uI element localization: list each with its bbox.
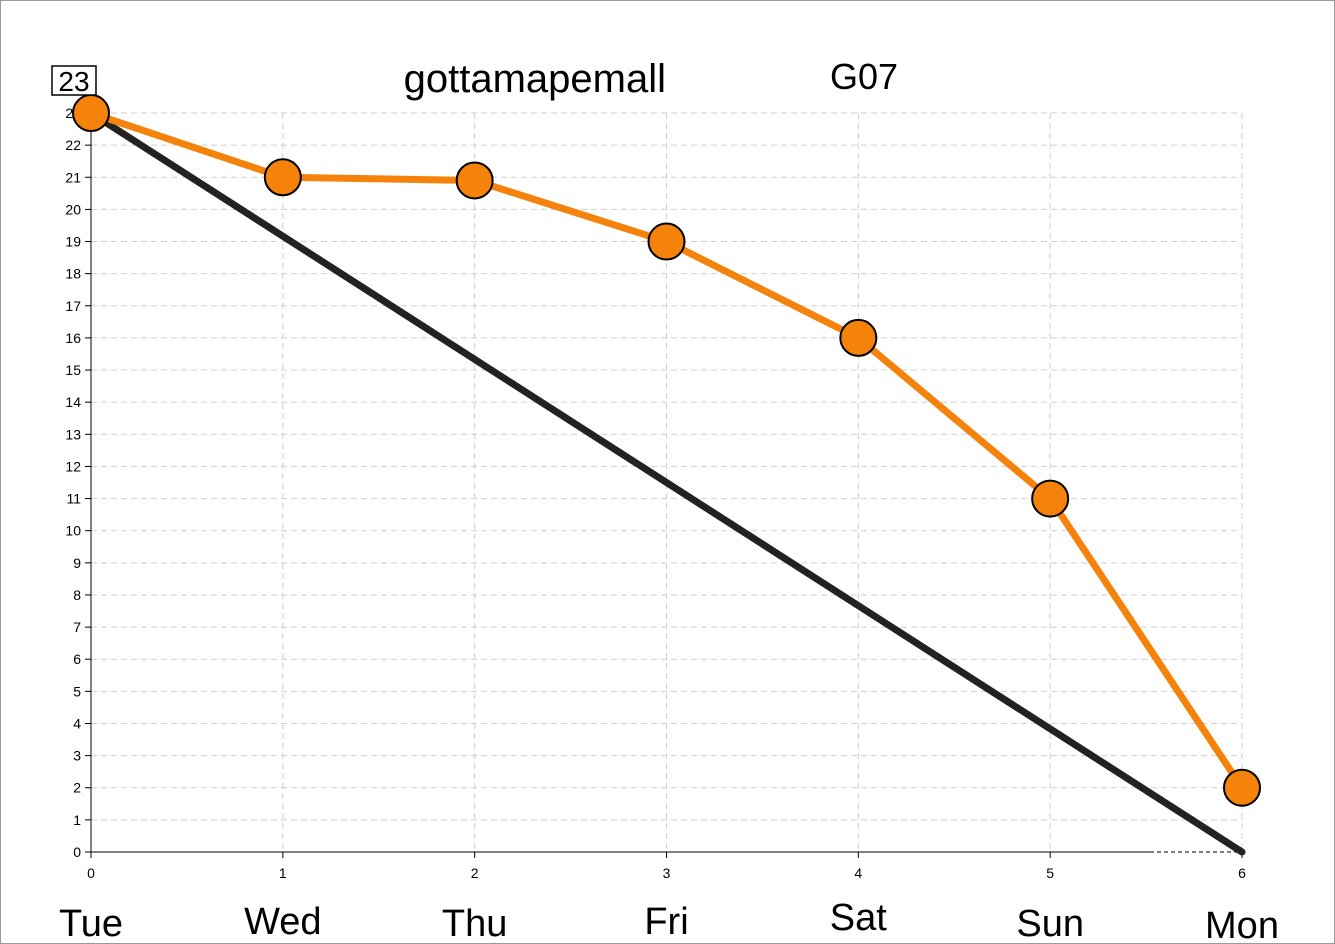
y-tick-label: 3 bbox=[73, 748, 81, 764]
y-tick-label: 6 bbox=[73, 651, 81, 667]
data-point bbox=[72, 94, 110, 132]
day-label: Fri bbox=[644, 901, 688, 943]
day-label: Tue bbox=[59, 903, 123, 944]
x-tick-label: 3 bbox=[663, 865, 671, 881]
x-tick-label: 0 bbox=[87, 865, 95, 881]
ideal-line bbox=[87, 109, 1246, 856]
y-axis-ticks: 01234567891011121314151617181920212223 bbox=[65, 105, 91, 860]
y-tick-label: 7 bbox=[73, 619, 81, 635]
day-labels: Tue Wed Thu Fri Sat Sun Mon bbox=[59, 897, 1279, 944]
data-point bbox=[455, 161, 494, 200]
data-point bbox=[263, 158, 302, 197]
x-tick-label: 6 bbox=[1238, 865, 1246, 881]
badge-box bbox=[51, 65, 97, 96]
day-label: Sat bbox=[830, 897, 887, 939]
x-tick-label: 1 bbox=[279, 865, 287, 881]
y-tick-label: 13 bbox=[65, 426, 81, 442]
y-tick-label: 2 bbox=[73, 780, 81, 796]
y-tick-label: 15 bbox=[65, 362, 81, 378]
y-tick-label: 22 bbox=[65, 137, 81, 153]
chart-title: gottamapemall bbox=[404, 57, 666, 101]
y-tick-label: 18 bbox=[65, 266, 81, 282]
y-tick-label: 21 bbox=[65, 169, 81, 185]
y-tick-label: 16 bbox=[65, 330, 81, 346]
y-tick-label: 20 bbox=[65, 201, 81, 217]
y-tick-label: 5 bbox=[73, 683, 81, 699]
data-point bbox=[1223, 768, 1261, 807]
y-tick-label: 19 bbox=[65, 234, 81, 250]
data-point bbox=[647, 222, 686, 261]
day-label: Sun bbox=[1016, 903, 1084, 944]
y-tick-label: 17 bbox=[65, 298, 81, 314]
y-tick-label: 1 bbox=[73, 812, 81, 828]
x-tick-label: 5 bbox=[1046, 865, 1054, 881]
chart-subtitle: G07 bbox=[830, 56, 898, 97]
y-tick-label: 8 bbox=[73, 587, 81, 603]
axes bbox=[90, 113, 1242, 853]
badge-value: 23 bbox=[58, 66, 89, 97]
day-label: Thu bbox=[442, 903, 507, 944]
y-tick-label: 4 bbox=[73, 715, 81, 731]
series-layer bbox=[72, 94, 1261, 856]
data-point bbox=[1031, 479, 1070, 518]
x-tick-label: 2 bbox=[471, 865, 479, 881]
y-tick-label: 14 bbox=[65, 394, 81, 410]
y-tick-label: 9 bbox=[73, 555, 81, 571]
y-tick-label: 12 bbox=[65, 458, 81, 474]
y-tick-label: 10 bbox=[65, 523, 81, 539]
y-tick-label: 0 bbox=[73, 844, 81, 860]
x-axis-ticks: 0 1 2 3 4 5 6 bbox=[87, 852, 1246, 881]
day-label: Wed bbox=[244, 901, 321, 943]
data-point bbox=[839, 318, 878, 357]
day-label: Mon bbox=[1205, 905, 1279, 944]
y-tick-label: 11 bbox=[66, 491, 81, 507]
x-tick-label: 4 bbox=[854, 865, 862, 881]
chart-header: gottamapemall G07 23 bbox=[51, 56, 898, 101]
